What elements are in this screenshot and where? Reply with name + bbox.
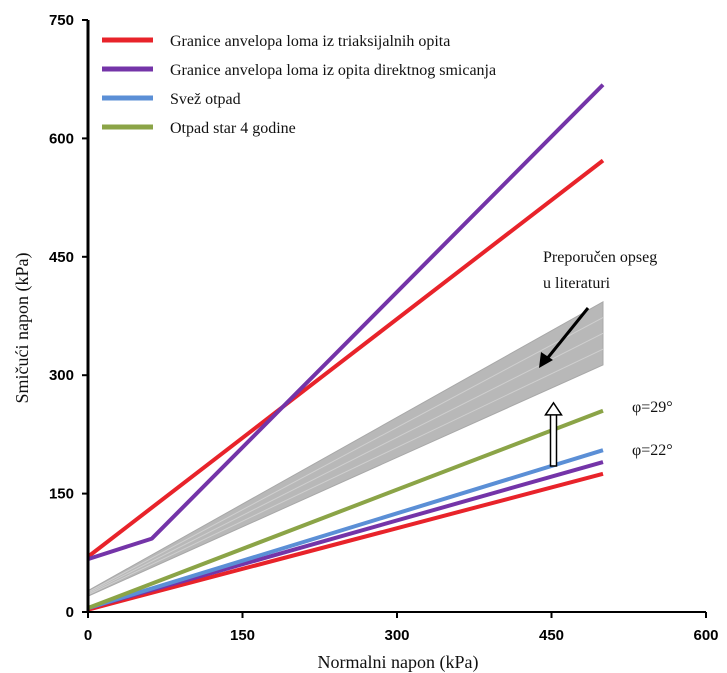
- x-tick-label: 150: [230, 627, 255, 644]
- series-0-line-1: [87, 471, 604, 612]
- range-label-line2: u literaturi: [543, 275, 611, 292]
- phi-upper-label: φ=29°: [632, 399, 673, 416]
- y-axis-title: Smičući napon (kPa): [12, 253, 33, 404]
- literature-range-inner-line: [87, 332, 604, 594]
- range-label-line1: Preporučen opseg: [543, 249, 657, 266]
- x-tick-label: 600: [693, 627, 718, 644]
- y-tick-label: 0: [66, 604, 74, 621]
- y-tick-label: 750: [49, 12, 74, 29]
- series-lines: [86, 83, 605, 612]
- series-3-line-0: [87, 408, 604, 610]
- series-0-line-0: [86, 158, 605, 559]
- literature-range-inner-line: [87, 348, 604, 596]
- pointer-arrowhead: [539, 352, 553, 368]
- axis-ticks: 0 150 300 450 600 750 0 150 300 450 600: [49, 12, 719, 644]
- legend-label: Granice anvelopa loma iz triaksijalnih o…: [170, 33, 450, 50]
- x-axis-title: Normalni napon (kPa): [318, 652, 479, 673]
- legend-label: Granice anvelopa loma iz opita direktnog…: [170, 62, 496, 79]
- phi-lower-label: φ=22°: [632, 442, 673, 459]
- angle-increase-arrow: [544, 401, 563, 467]
- y-tick-label: 450: [49, 249, 74, 266]
- y-tick-label: 600: [49, 130, 74, 147]
- legend-label: Otpad star 4 godine: [170, 120, 296, 137]
- legend-label: Svež otpad: [170, 91, 241, 108]
- legend: Granice anvelopa loma iz triaksijalnih o…: [102, 33, 496, 137]
- series-1-line-0: [87, 83, 605, 562]
- literature-range-inner-line: [87, 317, 604, 593]
- x-tick-label: 0: [84, 627, 92, 644]
- angle-arrow-shaft: [549, 412, 558, 467]
- series-2-line-0: [87, 448, 604, 610]
- x-tick-label: 300: [384, 627, 409, 644]
- pointer-arrow: [544, 307, 590, 361]
- literature-range-band: [87, 300, 604, 597]
- y-tick-label: 300: [49, 367, 74, 384]
- x-tick-label: 450: [539, 627, 564, 644]
- angle-arrow-head: [544, 401, 563, 416]
- y-tick-label: 150: [49, 486, 74, 503]
